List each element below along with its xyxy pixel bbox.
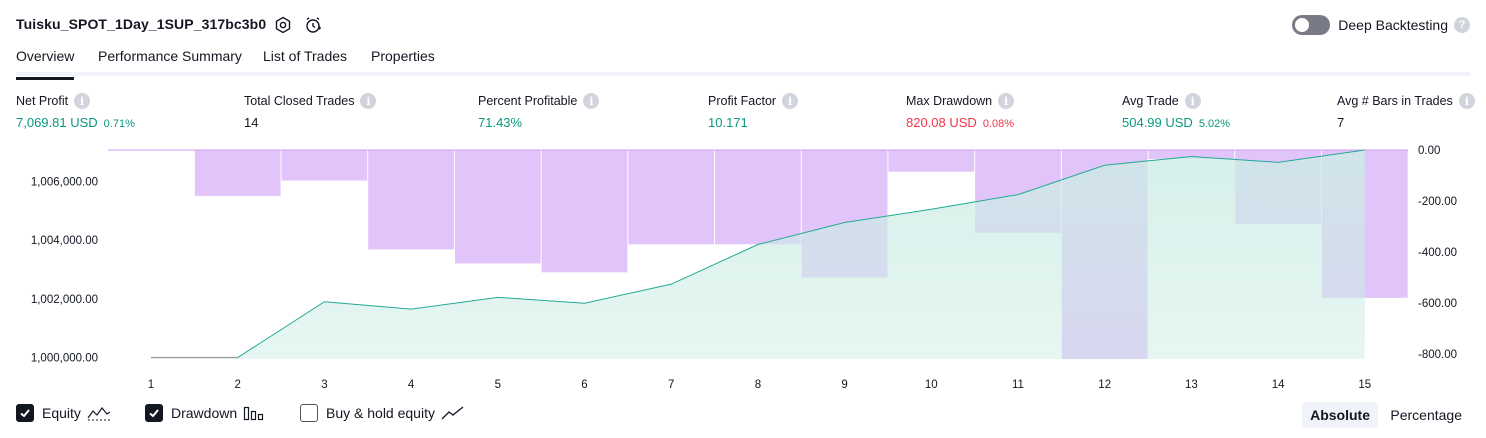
metric-label: Avg Trade (1122, 94, 1179, 108)
drawdown-bar (541, 150, 628, 273)
drawdown-bar (628, 150, 715, 245)
metric-percent: 0.08% (982, 118, 1015, 130)
x-axis-tick-label: 12 (1098, 379, 1111, 391)
metric-value: 14 (244, 115, 259, 130)
info-icon[interactable]: i (998, 93, 1015, 109)
metric-max-drawdown: Max Drawdown i 820.08 USD 0.08% (906, 93, 1015, 130)
metric-percent: 5.02% (1198, 118, 1231, 130)
metric-net-profit: Net Profit i 7,069.81 USD 0.71% (16, 93, 135, 130)
info-icon[interactable]: i (583, 93, 600, 109)
metric-percent-profitable: Percent Profitable i 71.43% (478, 93, 600, 130)
metric-label: Percent Profitable (478, 94, 578, 108)
metric-label: Avg # Bars in Trades (1337, 94, 1453, 108)
metric-value: 820.08 USD (906, 115, 977, 130)
x-axis-tick-label: 6 (581, 379, 587, 391)
x-axis-tick-label: 1 (148, 379, 154, 391)
drawdown-toggle[interactable]: Drawdown (145, 404, 265, 422)
drawdown-bar (194, 150, 281, 196)
metric-label: Net Profit (16, 94, 69, 108)
info-icon[interactable]: i (1184, 93, 1201, 109)
buy-hold-line-icon (441, 405, 465, 421)
metric-value: 7 (1337, 115, 1345, 130)
tab-bar: Overview Performance Summary List of Tra… (16, 48, 1470, 80)
metric-total-closed-trades: Total Closed Trades i 14 (244, 93, 377, 130)
drawdown-bars-icon (243, 405, 265, 421)
right-axis-tick-label: -800.00 (1418, 349, 1457, 361)
metric-value: 71.43% (478, 115, 523, 130)
metric-label: Profit Factor (708, 94, 777, 108)
left-axis-tick-label: 1,006,000.00 (31, 176, 98, 188)
x-axis-tick-label: 13 (1185, 379, 1198, 391)
equity-toggle-label: Equity (42, 405, 81, 421)
buy-hold-toggle-label: Buy & hold equity (326, 405, 435, 421)
right-axis-tick-label: 0.00 (1418, 145, 1440, 157)
x-axis-tick-label: 9 (841, 379, 847, 391)
metric-percent: 0.71% (103, 118, 135, 130)
right-axis-tick-label: -400.00 (1418, 247, 1457, 259)
metric-value: 10.171 (708, 115, 748, 130)
left-axis-tick-label: 1,004,000.00 (31, 235, 98, 247)
drawdown-bar (454, 150, 541, 264)
question-icon[interactable]: ? (1454, 17, 1470, 33)
left-axis-tick-label: 1,002,000.00 (31, 294, 98, 306)
strategy-header: Tuisku_SPOT_1Day_1SUP_317bc3b0 Deep Back… (16, 13, 1470, 37)
right-axis-tick-label: -200.00 (1418, 196, 1457, 208)
deep-backtesting-control: Deep Backtesting ? (1292, 14, 1470, 36)
info-icon[interactable]: i (782, 93, 799, 109)
x-axis-tick-label: 2 (234, 379, 240, 391)
tab-performance-summary[interactable]: Performance Summary (98, 48, 242, 64)
equity-checkbox[interactable] (16, 404, 34, 422)
drawdown-bar (888, 150, 975, 172)
drawdown-toggle-label: Drawdown (171, 405, 238, 421)
strategy-name: Tuisku_SPOT_1Day_1SUP_317bc3b0 (16, 16, 267, 32)
info-icon[interactable]: i (1458, 93, 1475, 109)
x-axis-tick-label: 7 (668, 379, 674, 391)
metric-value: 7,069.81 USD (16, 115, 98, 130)
deep-backtesting-toggle[interactable] (1292, 15, 1331, 35)
drawdown-bar (1148, 150, 1235, 159)
equity-toggle[interactable]: Equity (16, 404, 111, 422)
equity-line-icon (87, 405, 111, 421)
info-icon[interactable]: i (74, 93, 91, 109)
drawdown-bar (281, 150, 368, 181)
x-axis-tick-label: 3 (321, 379, 327, 391)
left-axis-tick-label: 1,000,000.00 (31, 353, 98, 365)
x-axis-tick-label: 11 (1012, 379, 1024, 391)
metric-avg-bars-in-trades: Avg # Bars in Trades i 7 (1337, 93, 1475, 130)
alarm-clock-icon[interactable] (301, 13, 325, 37)
percentage-mode-button[interactable]: Percentage (1390, 407, 1462, 423)
drawdown-bar (368, 150, 454, 250)
tab-overview[interactable]: Overview (16, 48, 75, 80)
equity-drawdown-chart: 1,000,000.00 1,002,000.00 1,004,000.00 1,00… (31, 145, 1457, 391)
x-axis-tick-label: 10 (925, 379, 938, 391)
tab-properties[interactable]: Properties (371, 48, 435, 64)
x-axis-tick-label: 14 (1272, 379, 1285, 391)
info-icon[interactable]: i (360, 93, 377, 109)
x-axis-tick-label: 4 (408, 379, 415, 391)
deep-backtesting-label: Deep Backtesting (1338, 17, 1448, 33)
right-axis-tick-label: -600.00 (1418, 298, 1457, 310)
metric-value: 504.99 USD (1122, 115, 1193, 130)
drawdown-checkbox[interactable] (145, 404, 163, 422)
buy-hold-checkbox[interactable] (300, 404, 318, 422)
metric-profit-factor: Profit Factor i 10.171 (708, 93, 799, 130)
drawdown-bar (715, 150, 801, 245)
metric-label: Total Closed Trades (244, 94, 355, 108)
gear-icon[interactable] (271, 13, 295, 37)
tab-list-of-trades[interactable]: List of Trades (263, 48, 348, 64)
equity-area (151, 150, 1365, 359)
x-axis-tick-label: 15 (1358, 379, 1371, 391)
absolute-mode-button[interactable]: Absolute (1302, 402, 1378, 428)
metric-avg-trade: Avg Trade i 504.99 USD 5.02% (1122, 93, 1230, 130)
x-axis-tick-label: 5 (495, 379, 501, 391)
metric-label: Max Drawdown (906, 94, 993, 108)
x-axis-tick-label: 8 (755, 379, 761, 391)
buy-hold-equity-toggle[interactable]: Buy & hold equity (300, 404, 465, 422)
chart-controls: Equity Drawdown Buy & hold equity Absolu… (16, 402, 1470, 428)
